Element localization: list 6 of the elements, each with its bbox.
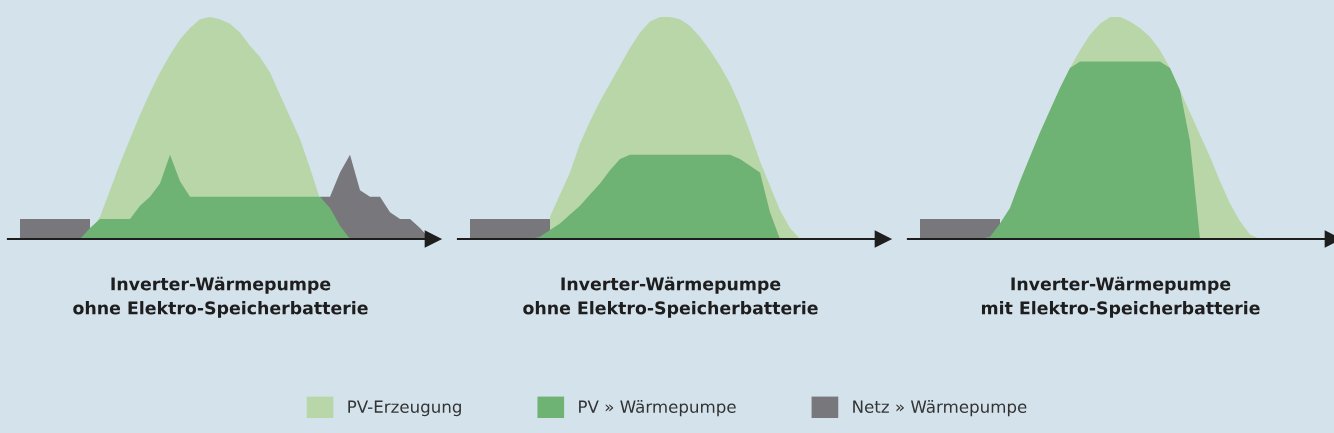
- text: Inverter-Wärmepumpe ohne Elektro-Speicherbatterie: [523, 276, 818, 318]
- legend-label: PV-Erzeugung: [348, 400, 461, 417]
- legend-label: PV » Wärmepumpe: [579, 400, 736, 417]
- text: Inverter-Wärmepumpe mit Elektro-Speicherbatterie: [981, 276, 1260, 318]
- legend-label: Netz » Wärmepumpe: [853, 400, 1027, 417]
- text: Inverter-Wärmepumpe ohne Elektro-Speicherbatterie: [73, 276, 368, 318]
